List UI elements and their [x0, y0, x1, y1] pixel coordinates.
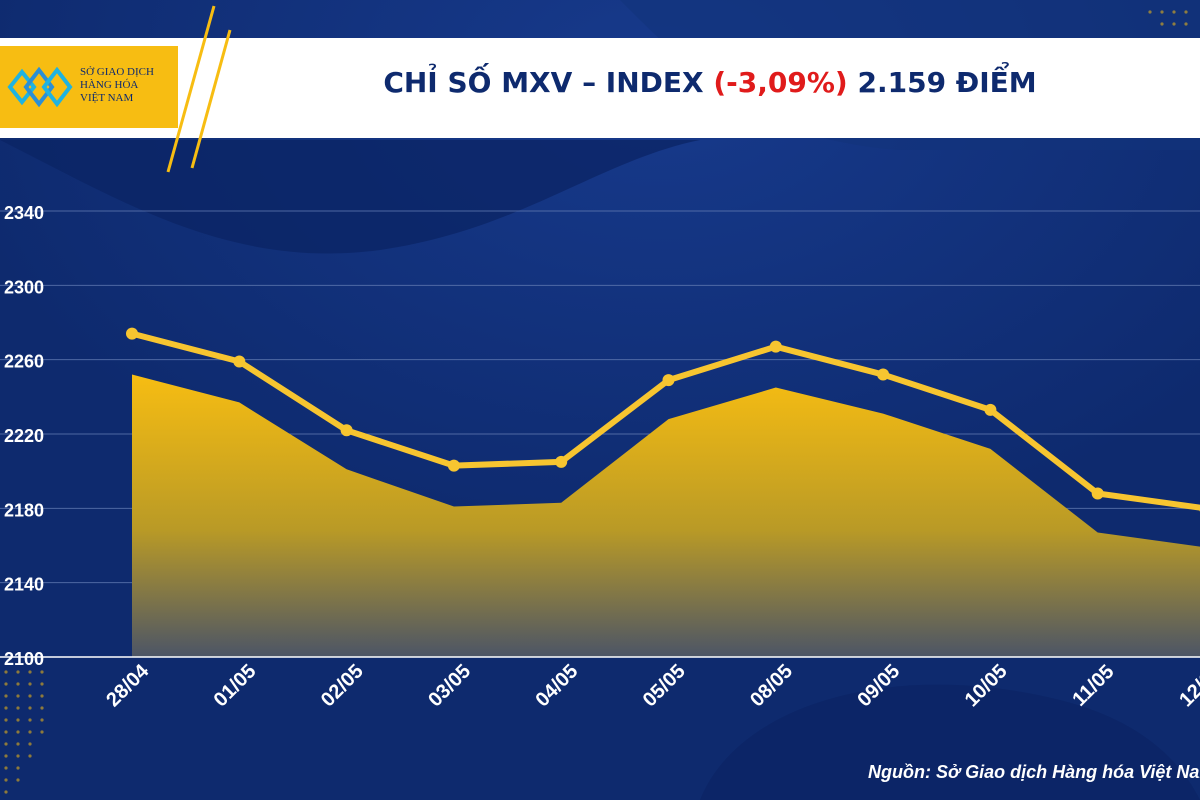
x-tick-label: 02/05 [317, 660, 368, 711]
title-prefix: CHỈ SỐ MXV – INDEX [383, 66, 714, 99]
title-change: (-3,09%) [713, 66, 848, 99]
data-point [126, 327, 138, 340]
x-tick-label: 10/05 [961, 660, 1012, 711]
x-tick-label: 12/05 [1175, 660, 1200, 711]
area-series [132, 374, 1200, 657]
area-layer [132, 374, 1200, 657]
data-point [1091, 487, 1104, 500]
mxv-logo-icon [7, 66, 73, 108]
x-tick-label: 04/05 [531, 660, 582, 711]
x-tick-labels: 28/04 01/05 02/05 03/05 04/05 05/05 08/05 09/05… [102, 660, 1200, 712]
x-tick-label: 05/05 [639, 660, 690, 711]
y-tick-label: 2220 [4, 426, 44, 446]
data-point [877, 368, 890, 381]
x-tick-label: 01/05 [210, 660, 261, 711]
y-tick-label: 2180 [4, 500, 44, 520]
data-point [340, 424, 353, 437]
data-point [662, 374, 675, 387]
x-tick-label: 28/04 [102, 660, 154, 712]
y-tick-label: 2260 [4, 352, 44, 372]
title-suffix: 2.159 ĐIỂM [847, 66, 1037, 99]
data-point [555, 455, 568, 468]
logo-line-3: VIỆT NAM [80, 92, 134, 104]
x-tick-label: 09/05 [853, 660, 904, 711]
logo-line-1: SỞ GIAO DỊCH [80, 66, 154, 78]
data-point [769, 340, 782, 353]
y-tick-label: 2340 [4, 203, 44, 223]
logo: SỞ GIAO DỊCH HÀNG HÓA VIỆT NAM [0, 46, 178, 128]
source-note: Nguồn: Sở Giao dịch Hàng hóa Việt Nam [868, 762, 1200, 782]
y-tick-label: 2300 [4, 277, 44, 297]
decorative-stripes [166, 5, 232, 173]
page-title: CHỈ SỐ MXV – INDEX (-3,09%) 2.159 ĐIỂM [220, 66, 1200, 99]
x-tick-label: 08/05 [746, 660, 797, 711]
point-layer [126, 327, 1200, 512]
y-tick-label: 2140 [4, 575, 44, 595]
y-tick-labels: 2100 2140 2180 2220 2260 2300 2340 [4, 203, 44, 669]
x-tick-label: 03/05 [424, 660, 475, 711]
x-tick-label: 11/05 [1068, 661, 1118, 711]
data-point [233, 355, 246, 368]
logo-text: SỞ GIAO DỊCH HÀNG HÓA VIỆT NAM [80, 66, 176, 105]
logo-line-2: HÀNG HÓA [80, 79, 139, 91]
data-point [447, 459, 460, 472]
y-tick-label: 2100 [4, 649, 44, 669]
data-point [984, 403, 997, 416]
